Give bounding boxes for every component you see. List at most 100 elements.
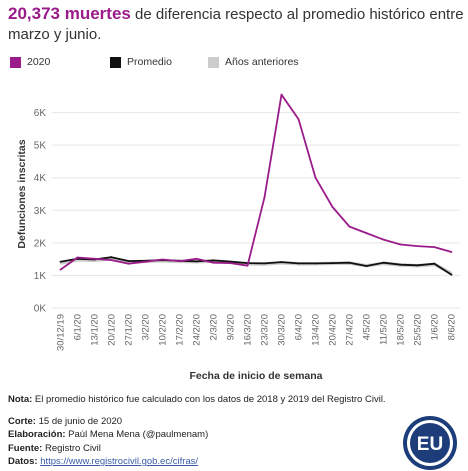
headline-highlight: 20,373 muertes — [8, 4, 131, 23]
series-point-0 — [365, 232, 368, 234]
series-point-1 — [450, 273, 453, 276]
x-tick-label: 11/5/20 — [379, 314, 390, 345]
data-link[interactable]: https://www.registrocivil.gob.ec/cifras/ — [40, 456, 199, 467]
series-point-0 — [195, 257, 198, 260]
y-tick-label: 0K — [34, 304, 47, 315]
series-point-0 — [93, 257, 96, 260]
x-tick-label: 6/4/20 — [294, 314, 305, 340]
y-axis-label: Defunciones inscritas — [16, 139, 28, 248]
legend-swatch-anteriores — [208, 56, 219, 68]
series-point-0 — [229, 262, 232, 264]
x-axis-label: Fecha de inicio de semana — [189, 370, 322, 382]
series-point-0 — [399, 243, 402, 246]
series-line-0 — [59, 93, 452, 271]
series-point-0 — [246, 264, 249, 267]
legend-item-2020[interactable]: 2020 — [10, 56, 50, 68]
series-point-1 — [212, 259, 215, 262]
series-point-0 — [127, 262, 130, 265]
series-point-1 — [399, 263, 402, 266]
data-line: Datos: https://www.registrocivil.gob.ec/… — [8, 456, 199, 467]
notes: Nota: El promedio histórico fue calculad… — [8, 393, 408, 469]
series-point-0 — [161, 258, 164, 261]
headline: 20,373 muertes de diferencia respecto al… — [8, 4, 464, 45]
series-point-1 — [280, 261, 283, 263]
series-point-1 — [110, 256, 113, 259]
series-point-0 — [348, 225, 351, 228]
legend-swatch-promedio — [110, 56, 121, 68]
series-point-0 — [416, 245, 419, 248]
y-tick-label: 2K — [34, 238, 47, 249]
x-tick-label: 30/3/20 — [277, 314, 288, 346]
y-tick-label: 6K — [34, 108, 47, 119]
headline-rest: de diferencia respecto al promedio histó… — [8, 6, 464, 43]
series-point-0 — [331, 206, 334, 208]
eu-logo: EU — [403, 416, 457, 470]
legend-swatch-2020 — [10, 56, 21, 68]
series-point-1 — [416, 264, 419, 267]
legend-label-2020: 2020 — [27, 56, 51, 68]
x-tick-label: 24/2/20 — [192, 314, 203, 346]
series-point-1 — [433, 262, 436, 265]
x-tick-label: 25/5/20 — [413, 314, 424, 346]
x-tick-label: 13/1/20 — [90, 314, 101, 346]
x-tick-label: 2/3/20 — [209, 314, 220, 340]
series-point-0 — [212, 261, 215, 264]
series-point-1 — [382, 261, 385, 264]
series-point-0 — [382, 238, 385, 241]
series-point-0 — [144, 260, 147, 263]
x-tick-label: 27/4/20 — [345, 314, 356, 346]
x-tick-label: 27/1/20 — [124, 314, 135, 346]
series-point-0 — [178, 260, 181, 262]
x-tick-label: 4/5/20 — [362, 314, 373, 340]
series-point-1 — [263, 262, 266, 265]
series-point-1 — [331, 262, 334, 264]
series-line-2 — [60, 256, 453, 276]
y-tick-label: 5K — [34, 141, 47, 152]
legend-item-anteriores[interactable]: Años anteriores — [208, 56, 299, 68]
series-line-1 — [60, 256, 452, 276]
author-line: Elaboración: Paúl Mena Mena (@paulmenam) — [8, 429, 209, 440]
series-point-0 — [59, 268, 62, 271]
y-tick-label: 4K — [34, 173, 47, 184]
series-point-1 — [365, 265, 368, 267]
series-point-0 — [263, 196, 266, 199]
x-tick-label: 16/3/20 — [243, 314, 254, 346]
series-point-0 — [433, 246, 436, 248]
x-tick-label: 17/2/20 — [175, 314, 186, 346]
series-point-2 — [59, 262, 62, 264]
legend-label-anteriores: Años anteriores — [225, 56, 299, 68]
series-point-1 — [348, 261, 351, 264]
series-point-0 — [314, 176, 317, 179]
series-point-1 — [195, 260, 198, 263]
series-point-1 — [127, 260, 130, 262]
legend-item-promedio[interactable]: Promedio — [110, 56, 172, 68]
x-tick-label: 6/1/20 — [73, 314, 84, 340]
x-tick-label: 3/2/20 — [141, 314, 152, 340]
legend-label-promedio: Promedio — [127, 56, 172, 68]
series-point-1 — [314, 262, 317, 265]
series-point-1 — [297, 262, 300, 265]
x-tick-label: 30/12/19 — [56, 314, 67, 351]
series-point-1 — [59, 260, 62, 263]
source-line: Fuente: Registro Civil — [8, 442, 101, 454]
series-point-0 — [110, 259, 113, 262]
x-tick-label: 8/6/20 — [447, 314, 458, 340]
x-tick-label: 10/2/20 — [158, 314, 169, 346]
cut-date-line: Corte: 15 de junio de 2020 — [8, 415, 123, 427]
y-tick-label: 3K — [34, 206, 47, 217]
note-line: Nota: El promedio histórico fue calculad… — [8, 394, 386, 405]
series-point-0 — [280, 93, 283, 96]
svg-text:EU: EU — [417, 434, 443, 455]
x-tick-label: 1/6/20 — [430, 314, 441, 340]
series-point-0 — [76, 256, 79, 259]
x-tick-label: 23/3/20 — [260, 314, 271, 346]
series-point-0 — [450, 251, 453, 253]
legend: 2020 Promedio Años anteriores — [10, 56, 460, 72]
x-tick-label: 9/3/20 — [226, 314, 237, 340]
x-tick-label: 20/1/20 — [107, 314, 118, 346]
y-tick-label: 1K — [34, 271, 47, 282]
x-tick-label: 20/4/20 — [328, 314, 339, 346]
line-chart: 0K 1K 2K 3K 4K 5K 6K 30/12/19 6/1/20 13/1/20 20/1/… — [16, 93, 460, 382]
x-tick-label: 13/4/20 — [311, 314, 322, 346]
series-point-0 — [297, 118, 300, 120]
